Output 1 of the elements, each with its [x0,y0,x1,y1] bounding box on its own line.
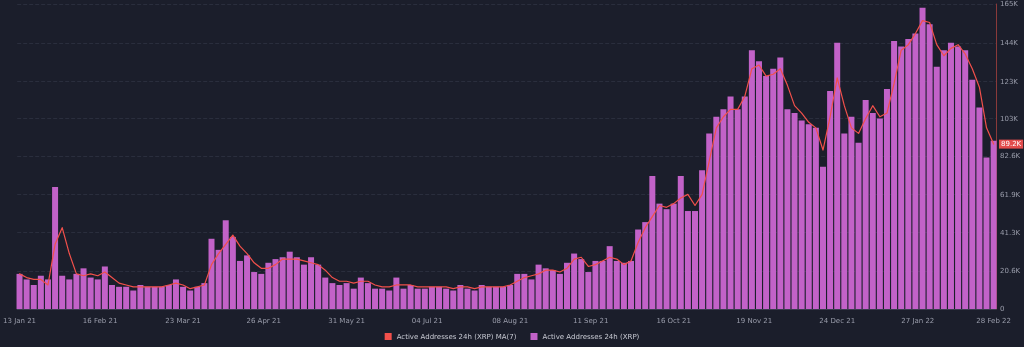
line-series [18,20,995,290]
